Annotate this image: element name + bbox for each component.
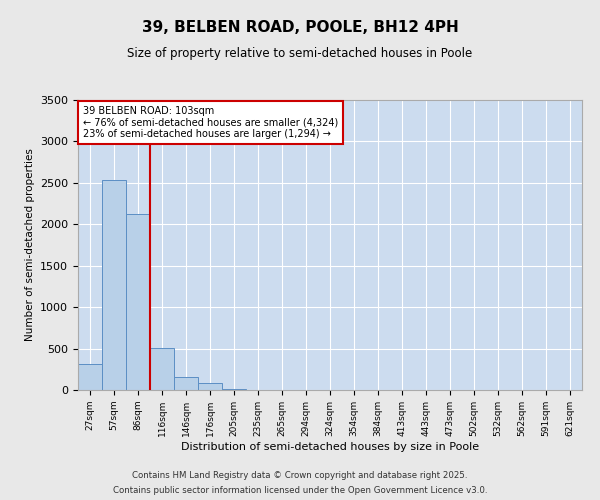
Bar xyxy=(222,389,246,390)
Bar xyxy=(174,376,198,390)
Bar xyxy=(150,348,174,390)
Bar xyxy=(198,384,222,390)
Bar xyxy=(126,214,150,390)
Text: Contains HM Land Registry data © Crown copyright and database right 2025.: Contains HM Land Registry data © Crown c… xyxy=(132,471,468,480)
Y-axis label: Number of semi-detached properties: Number of semi-detached properties xyxy=(25,148,35,342)
X-axis label: Distribution of semi-detached houses by size in Poole: Distribution of semi-detached houses by … xyxy=(181,442,479,452)
Text: 39, BELBEN ROAD, POOLE, BH12 4PH: 39, BELBEN ROAD, POOLE, BH12 4PH xyxy=(142,20,458,35)
Bar xyxy=(78,364,102,390)
Bar xyxy=(102,180,126,390)
Text: 39 BELBEN ROAD: 103sqm
← 76% of semi-detached houses are smaller (4,324)
23% of : 39 BELBEN ROAD: 103sqm ← 76% of semi-det… xyxy=(83,106,338,139)
Text: Size of property relative to semi-detached houses in Poole: Size of property relative to semi-detach… xyxy=(127,48,473,60)
Text: Contains public sector information licensed under the Open Government Licence v3: Contains public sector information licen… xyxy=(113,486,487,495)
